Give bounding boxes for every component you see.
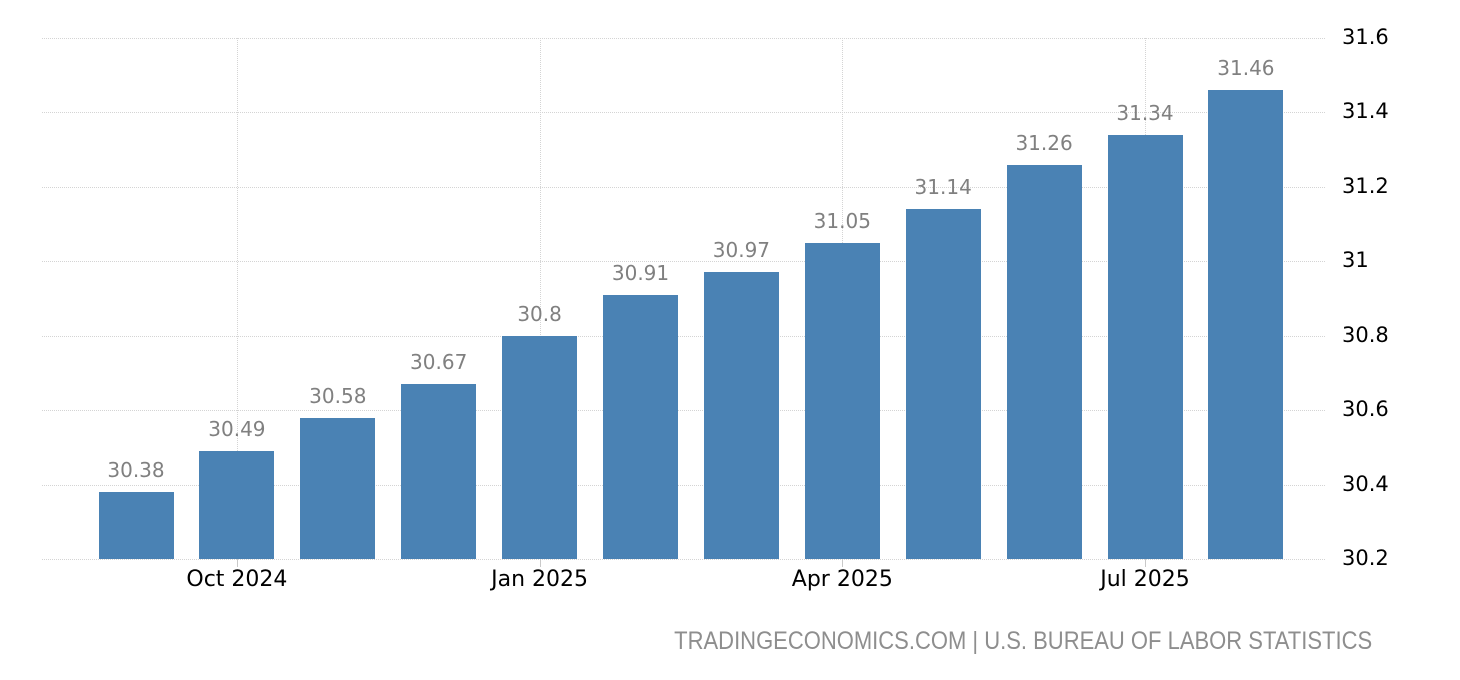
- y-axis-tick-label: 30.2: [1342, 546, 1389, 570]
- bar-value-label: 30.8: [517, 301, 562, 326]
- x-axis-tick-mark: [842, 559, 844, 567]
- bar-value-label: 30.97: [712, 238, 771, 263]
- bar[interactable]: [199, 451, 275, 559]
- gridline-horizontal: [42, 335, 1325, 337]
- gridline-horizontal: [42, 112, 1325, 114]
- bar[interactable]: [502, 335, 578, 559]
- bar[interactable]: [1107, 134, 1183, 559]
- bar-value-label: 30.38: [107, 458, 165, 482]
- bar-value-label: 30.58: [309, 383, 367, 408]
- y-axis-tick-label: 30.8: [1342, 322, 1389, 347]
- bar[interactable]: [300, 417, 376, 559]
- bar-value-label: 30.67: [410, 350, 468, 375]
- x-axis-tick-label: Jan 2025: [491, 567, 589, 592]
- y-axis-tick-label: 31.4: [1342, 99, 1389, 124]
- gridline-vertical: [236, 38, 238, 559]
- gridline-horizontal: [42, 410, 1325, 412]
- x-axis-tick-mark: [236, 559, 238, 567]
- bar[interactable]: [703, 272, 779, 559]
- y-axis-tick-label: 31: [1342, 248, 1369, 273]
- bar[interactable]: [1208, 90, 1284, 559]
- bar-value-label: 31.46: [1217, 56, 1275, 81]
- x-axis-tick-label: Oct 2024: [186, 567, 288, 592]
- x-axis-tick-mark: [539, 559, 541, 567]
- gridline-horizontal: [42, 38, 1325, 39]
- bar[interactable]: [401, 384, 477, 559]
- attribution-text[interactable]: TRADINGECONOMICS.COM | U.S. BUREAU OF LA…: [674, 627, 1372, 655]
- x-axis-tick-mark: [1145, 559, 1146, 567]
- bar[interactable]: [603, 294, 678, 559]
- bar[interactable]: [804, 242, 880, 559]
- y-axis-tick-label: 30.4: [1342, 471, 1389, 496]
- gridline-horizontal: [42, 484, 1325, 486]
- bar-value-label: 30.91: [611, 260, 670, 285]
- bar[interactable]: [98, 492, 174, 559]
- gridline-horizontal: [42, 559, 1325, 560]
- bar-value-label: 31.26: [1015, 130, 1073, 155]
- bar-value-label: 31.05: [813, 208, 871, 233]
- gridline-vertical: [539, 38, 541, 559]
- x-axis-tick-label: Jul 2025: [1100, 567, 1190, 592]
- y-axis-tick-label: 31.2: [1342, 173, 1389, 198]
- y-axis-tick-label: 31.6: [1342, 25, 1389, 49]
- gridline-horizontal: [42, 186, 1325, 188]
- bar-value-label: 30.49: [208, 417, 266, 442]
- gridline-horizontal: [42, 261, 1325, 263]
- bar[interactable]: [905, 209, 981, 559]
- y-axis-tick-label: 30.6: [1342, 397, 1389, 422]
- bar-value-label: 31.34: [1116, 100, 1174, 125]
- bar[interactable]: [1006, 164, 1082, 559]
- bar-value-label: 31.14: [914, 175, 972, 200]
- x-axis-tick-label: Apr 2025: [791, 567, 893, 592]
